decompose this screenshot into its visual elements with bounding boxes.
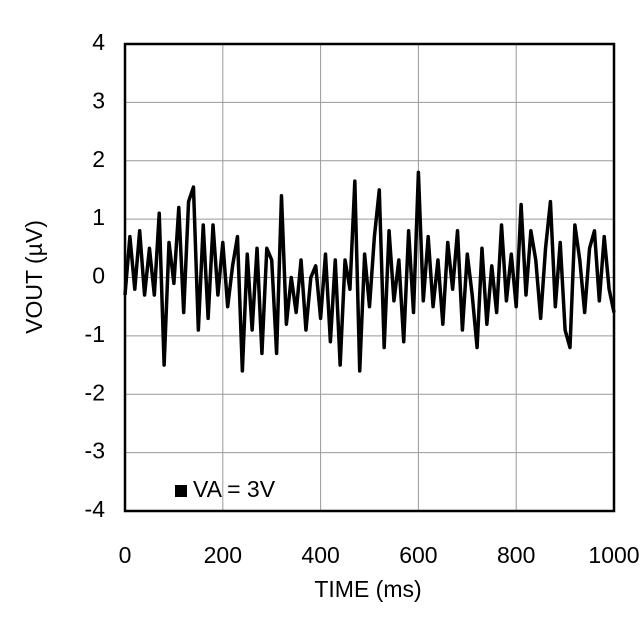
y-tick-label: 2: [92, 146, 105, 172]
y-tick-label: 4: [92, 29, 105, 55]
y-tick-label: -4: [85, 496, 106, 522]
y-tick-label: -2: [85, 379, 105, 405]
y-tick-label: -1: [85, 321, 105, 347]
x-tick-label: 800: [497, 542, 535, 568]
plot-frame: [123, 42, 616, 513]
legend-swatch: [175, 485, 187, 497]
y-tick-label: 1: [92, 204, 105, 230]
legend-label: VA = 3V: [193, 476, 276, 502]
y-axis-label: VOUT (µV): [21, 220, 47, 334]
y-tick-label: -3: [85, 438, 105, 464]
x-tick-label: 400: [301, 542, 339, 568]
y-tick-label: 3: [92, 87, 105, 113]
y-tick-label: 0: [92, 263, 105, 289]
x-axis-label: TIME (ms): [314, 576, 421, 602]
x-tick-label: 200: [204, 542, 242, 568]
x-tick-label: 1000: [588, 542, 639, 568]
x-tick-label: 0: [119, 542, 132, 568]
data-line: [123, 170, 616, 373]
x-tick-label: 600: [399, 542, 437, 568]
